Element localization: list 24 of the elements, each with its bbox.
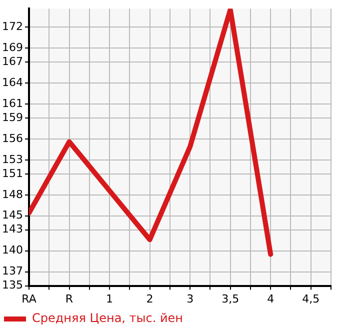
y-tick-label: 169 [2,40,23,54]
y-tick-label: 156 [2,132,23,145]
x-tick-label: 3,5 [222,292,240,306]
x-tick-label: 4,5 [302,292,320,306]
y-tick-label: 137 [2,264,23,278]
y-tick-label: 172 [2,20,23,33]
x-tick-label: RA [22,292,37,306]
y-tick-label: 135 [2,278,23,292]
legend-label: Средняя Цена, тыс. йен [32,311,184,326]
x-tick-label: 3 [186,292,194,306]
y-tick-label: 161 [2,96,23,110]
y-tick-label: 148 [2,188,23,201]
y-tick-label: 143 [2,222,23,236]
y-tick-label: 153 [2,152,23,166]
y-tick-label: 167 [2,54,23,68]
y-tick-label: 164 [2,76,23,89]
x-tick-label: 4 [267,292,274,306]
x-tick-label: R [65,292,74,306]
y-tick-label: 159 [2,110,23,124]
x-tick-label: 2 [146,292,154,306]
y-tick-label: 140 [2,244,23,257]
y-tick-label: 151 [2,166,23,180]
x-tick-label: 1 [106,292,114,306]
y-tick-label: 145 [2,208,23,222]
